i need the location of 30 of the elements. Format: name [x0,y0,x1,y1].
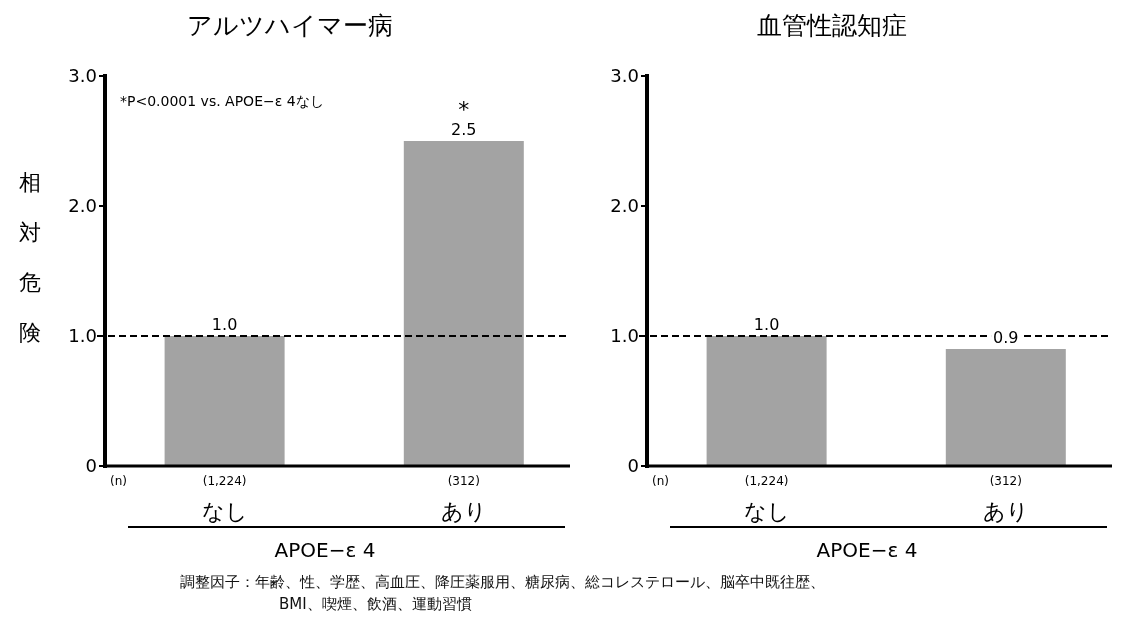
data-label: 2.5 [451,120,477,139]
text: (312) [447,474,480,488]
text: (n) [110,474,127,488]
chart-title: 血管性認知症 [757,11,907,40]
annotation: *P<0.0001 vs. APOE−ε 4なし [120,93,324,109]
text: (312) [989,474,1022,488]
y-tick-label: 1.0 [68,325,97,346]
text: (1,224) [202,474,247,488]
x-axis-title: APOE−ε 4 [274,538,376,562]
text: (1,224) [744,474,789,488]
y-tick-label: 2.0 [610,195,639,216]
data-label: 1.0 [211,315,238,334]
y-tick-label: 0 [85,455,97,476]
y-tick-label: 1.0 [610,325,639,346]
data-label: 0.9 [993,328,1019,347]
annotation: * [458,97,470,122]
y-tick-label: 2.0 [68,195,97,216]
x-tick-label: あり [440,499,487,524]
y-axis-title: 相対危険 [19,170,41,345]
y-tick-label: 0 [627,455,639,476]
x-axis-title: APOE−ε 4 [816,538,918,562]
y-tick-label: 3.0 [68,65,97,86]
x-tick-label: あり [982,499,1029,524]
chart-title: アルツハイマー病 [187,11,393,40]
x-tick-label: なし [201,499,248,524]
y-tick-label: 3.0 [610,65,639,86]
text: (n) [652,474,669,488]
data-label: 1.0 [753,315,780,334]
x-tick-label: なし [743,499,790,524]
text: 調整因子：年齢、性、学歴、高血圧、降圧薬服用、糖尿病、総コレステロール、脳卒中既往歴、BMI、喫煙、飲酒、運動習慣 [180,572,826,615]
